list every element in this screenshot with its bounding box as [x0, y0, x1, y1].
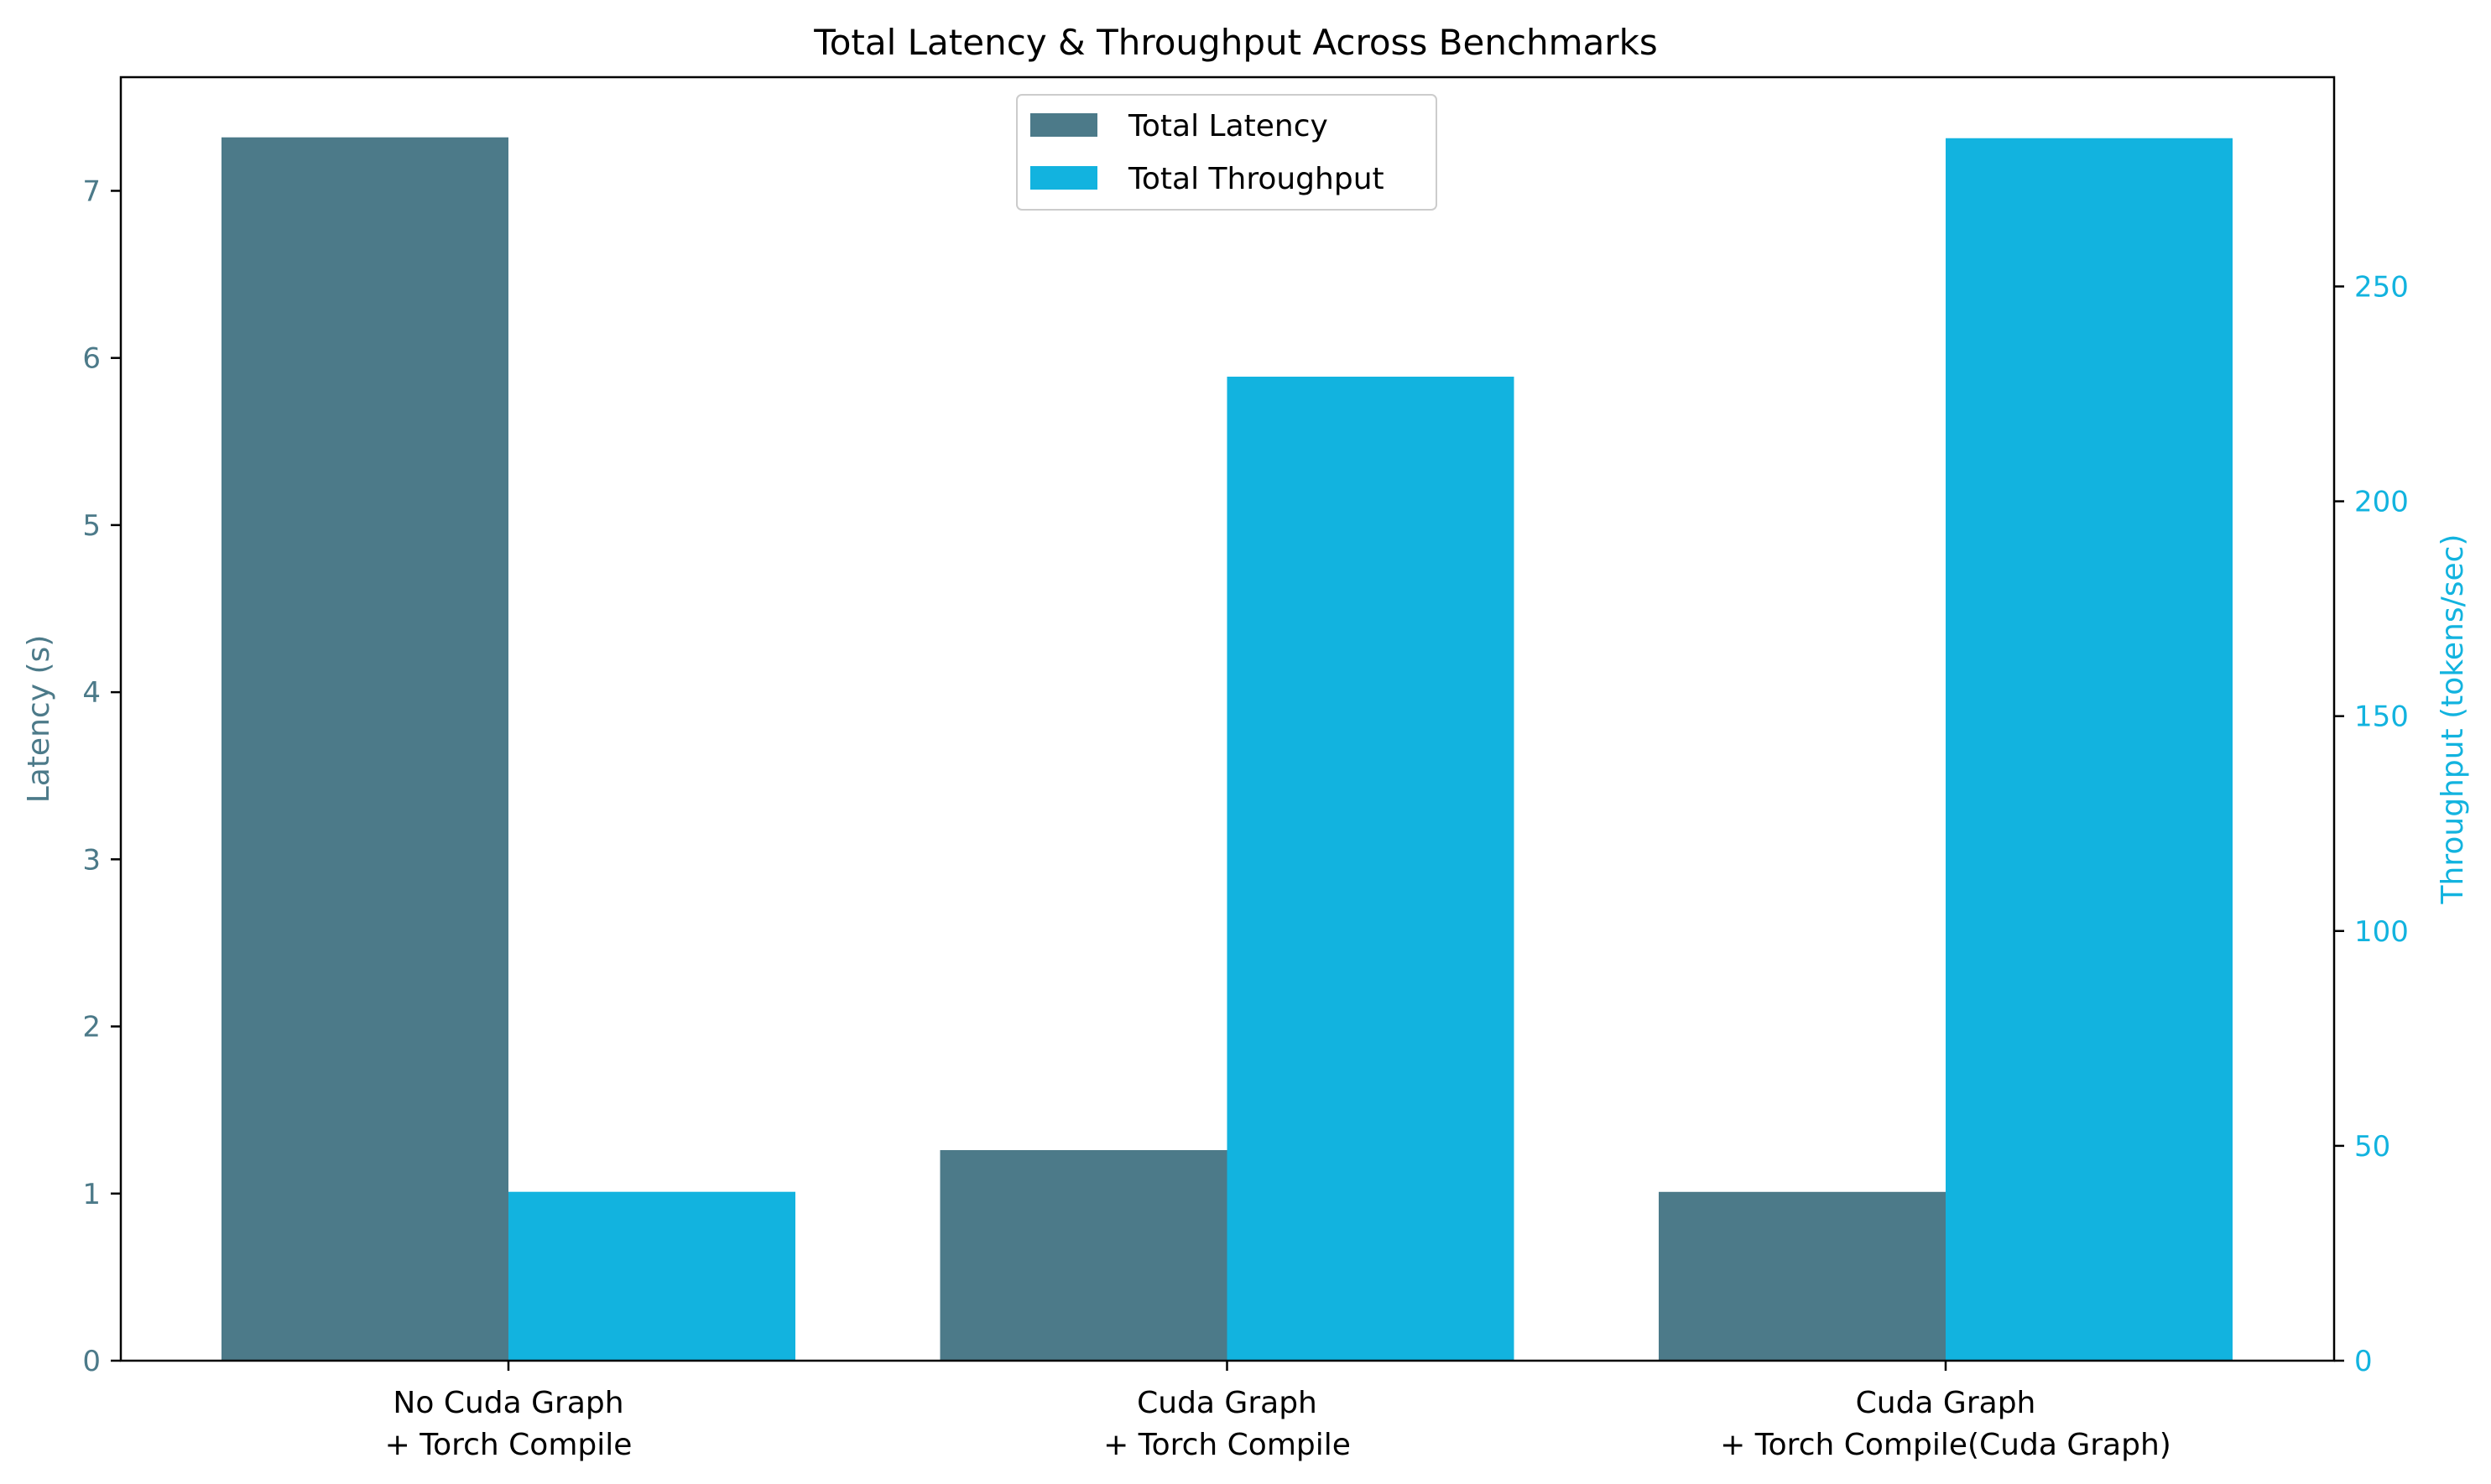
- legend-swatch-latency: [1030, 113, 1097, 137]
- plot-frame: [119, 76, 2336, 1362]
- y-right-tick-label: 100: [2354, 915, 2409, 949]
- y-right-tick-label: 200: [2354, 486, 2409, 519]
- x-tick-label-line: Cuda Graph: [1137, 1386, 1317, 1420]
- x-tick-label: Cuda Graph + Torch Compile(Cuda Graph): [1720, 1386, 2171, 1462]
- y-right-tick-label: 0: [2354, 1345, 2373, 1378]
- bar-total-throughput-1: [1227, 377, 1514, 1361]
- y-right-tick-label: 50: [2354, 1130, 2390, 1164]
- x-tick-label-line: + Torch Compile: [1103, 1428, 1351, 1462]
- y-right-tick-label: 250: [2354, 270, 2409, 304]
- x-tick-label-line: No Cuda Graph: [393, 1386, 623, 1420]
- legend-swatch-throughput: [1030, 166, 1097, 190]
- left-axis: 0 1 2 3 4 5 6 7: [82, 174, 121, 1378]
- chart-title: Total Latency & Throughput Across Benchm…: [813, 22, 1658, 63]
- y-left-tick-label: 3: [82, 843, 101, 877]
- y-axis-left-label: Latency (s): [22, 635, 56, 804]
- bar-total-throughput-0: [508, 1191, 795, 1361]
- y-left-tick-label: 4: [82, 676, 101, 710]
- bars-layer: [221, 137, 2233, 1361]
- y-left-tick-label: 5: [82, 509, 101, 543]
- x-axis: No Cuda Graph + Torch Compile Cuda Graph + …: [385, 1361, 2171, 1462]
- x-tick-label-line: + Torch Compile: [385, 1428, 633, 1462]
- y-right-tick-label: 150: [2354, 700, 2409, 734]
- legend-frame: [1016, 94, 1437, 211]
- y-left-tick-label: 0: [82, 1345, 101, 1378]
- x-tick-label: Cuda Graph + Torch Compile: [1103, 1386, 1351, 1462]
- y-left-tick-label: 2: [82, 1011, 101, 1044]
- legend: Total Latency Total Throughput: [1016, 94, 1437, 211]
- y-left-tick-label: 6: [82, 342, 101, 376]
- y-left-tick-label: 7: [82, 174, 101, 208]
- x-tick-label-line: Cuda Graph: [1856, 1386, 2036, 1420]
- x-tick-label: No Cuda Graph + Torch Compile: [385, 1386, 633, 1462]
- bar-total-throughput-2: [1946, 138, 2233, 1361]
- x-tick-label-line: + Torch Compile(Cuda Graph): [1720, 1428, 2171, 1462]
- legend-label-latency: Total Latency: [1128, 109, 1328, 143]
- right-axis: 0 50 100 150 200 250: [2334, 270, 2409, 1378]
- y-left-tick-label: 1: [82, 1178, 101, 1211]
- legend-label-throughput: Total Throughput: [1128, 162, 1384, 196]
- bar-total-latency-2: [1659, 1191, 1946, 1361]
- bar-total-latency-0: [221, 137, 508, 1361]
- y-axis-right-label: Throughput (tokens/sec): [2436, 534, 2470, 905]
- bar-total-latency-1: [940, 1149, 1227, 1361]
